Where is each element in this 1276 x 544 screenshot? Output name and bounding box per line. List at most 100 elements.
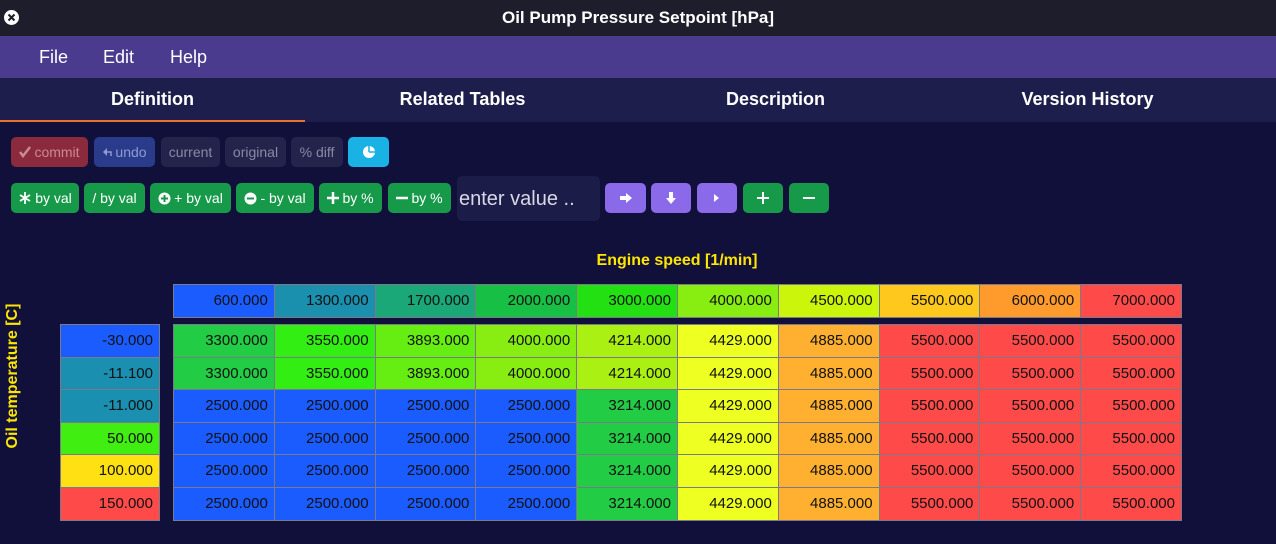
table-cell[interactable]: 5500.000 <box>878 389 981 423</box>
add-percent-button[interactable]: by % <box>319 183 382 213</box>
table-cell[interactable]: 5500.000 <box>1080 324 1182 358</box>
table-cell[interactable]: 3214.000 <box>576 454 678 488</box>
table-cell[interactable]: 2500.000 <box>374 487 477 521</box>
table-cell[interactable]: 4429.000 <box>677 421 779 456</box>
table-cell[interactable]: 2500.000 <box>475 389 578 423</box>
table-cell[interactable]: 2500.000 <box>374 454 477 488</box>
column-header[interactable]: 1700.000 <box>374 284 477 318</box>
commit-button[interactable]: commit <box>11 137 88 167</box>
table-cell[interactable]: 5500.000 <box>1080 454 1182 488</box>
row-header[interactable]: -11.000 <box>60 389 160 423</box>
row-header[interactable]: 50.000 <box>60 421 160 456</box>
table-cell[interactable]: 5500.000 <box>979 389 1082 423</box>
close-button[interactable] <box>3 9 20 26</box>
table-cell[interactable]: 5500.000 <box>979 454 1082 488</box>
table-cell[interactable]: 4429.000 <box>677 454 779 488</box>
table-cell[interactable]: 2500.000 <box>273 454 376 488</box>
menu-item[interactable]: File <box>39 47 69 67</box>
table-cell[interactable]: 5500.000 <box>1080 389 1182 423</box>
table-cell[interactable]: 4885.000 <box>777 356 880 391</box>
table-cell[interactable]: 2500.000 <box>273 421 376 456</box>
table-cell[interactable]: 5500.000 <box>1080 356 1182 391</box>
table-cell[interactable]: 4885.000 <box>777 324 880 358</box>
table-cell[interactable]: 3300.000 <box>173 324 275 358</box>
column-header[interactable]: 600.000 <box>173 284 275 318</box>
table-cell[interactable]: 4429.000 <box>677 487 779 521</box>
table-cell[interactable]: 4885.000 <box>777 487 880 521</box>
column-header[interactable]: 3000.000 <box>576 284 678 318</box>
table-cell[interactable]: 4214.000 <box>576 324 678 358</box>
row-header[interactable]: 100.000 <box>60 454 160 488</box>
chart-button[interactable] <box>348 137 389 167</box>
table-cell[interactable]: 5500.000 <box>1080 421 1182 456</box>
column-header[interactable]: 7000.000 <box>1080 284 1182 318</box>
tab[interactable]: Description <box>725 89 826 109</box>
table-cell[interactable]: 3300.000 <box>173 356 275 391</box>
table-cell[interactable]: 5500.000 <box>979 324 1082 358</box>
table-cell[interactable]: 2500.000 <box>173 389 275 423</box>
table-cell[interactable]: 4429.000 <box>677 389 779 423</box>
table-cell[interactable]: 4885.000 <box>777 389 880 423</box>
multiply-button[interactable]: by val <box>11 183 79 213</box>
table-cell[interactable]: 5500.000 <box>878 487 981 521</box>
table-cell[interactable]: 4885.000 <box>777 454 880 488</box>
table-cell[interactable]: 5500.000 <box>1080 487 1182 521</box>
table-cell[interactable]: 4000.000 <box>475 356 578 391</box>
table-cell[interactable]: 5500.000 <box>878 421 981 456</box>
subtract-button[interactable]: - by val <box>236 183 314 213</box>
undo-button[interactable]: undo <box>94 137 155 167</box>
subtract-percent-button[interactable]: by % <box>388 183 451 213</box>
table-cell[interactable]: 3214.000 <box>576 389 678 423</box>
table-cell[interactable]: 5500.000 <box>878 454 981 488</box>
table-cell[interactable]: 2500.000 <box>374 389 477 423</box>
table-cell[interactable]: 2500.000 <box>475 454 578 488</box>
current-button[interactable]: current <box>161 137 220 167</box>
row-header[interactable]: 150.000 <box>60 487 160 521</box>
menu-item[interactable]: Edit <box>103 47 135 67</box>
original-button[interactable]: original <box>225 137 286 167</box>
table-cell[interactable]: 5500.000 <box>878 356 981 391</box>
table-cell[interactable]: 4214.000 <box>576 356 678 391</box>
table-cell[interactable]: 2500.000 <box>173 421 275 456</box>
table-cell[interactable]: 5500.000 <box>878 324 981 358</box>
decrement-button[interactable] <box>789 183 829 213</box>
table-cell[interactable]: 2500.000 <box>374 421 477 456</box>
table-cell[interactable]: 2500.000 <box>173 487 275 521</box>
column-header[interactable]: 4500.000 <box>777 284 880 318</box>
table-cell[interactable]: 2500.000 <box>273 389 376 423</box>
table-cell[interactable]: 4429.000 <box>677 324 779 358</box>
interpolate-button[interactable] <box>697 183 737 213</box>
table-cell[interactable]: 2500.000 <box>273 487 376 521</box>
table-cell[interactable]: 4885.000 <box>777 421 880 456</box>
value-input[interactable]: enter value .. <box>457 176 600 221</box>
column-header[interactable]: 1300.000 <box>273 284 376 318</box>
menu-item[interactable]: Help <box>170 47 208 67</box>
table-cell[interactable]: 3214.000 <box>576 487 678 521</box>
fill-right-button[interactable] <box>605 183 646 213</box>
table-cell[interactable]: 2500.000 <box>475 421 578 456</box>
table-cell[interactable]: 3550.000 <box>273 324 376 358</box>
column-header[interactable]: 4000.000 <box>677 284 779 318</box>
tab[interactable]: Definition <box>0 78 305 122</box>
diff-button[interactable]: % diff <box>291 137 343 167</box>
table-cell[interactable]: 5500.000 <box>979 356 1082 391</box>
table-cell[interactable]: 2500.000 <box>475 487 578 521</box>
table-cell[interactable]: 4429.000 <box>677 356 779 391</box>
add-button[interactable]: + by val <box>150 183 231 213</box>
table-cell[interactable]: 3214.000 <box>576 421 678 456</box>
table-cell[interactable]: 3550.000 <box>273 356 376 391</box>
table-cell[interactable]: 2500.000 <box>173 454 275 488</box>
table-cell[interactable]: 3893.000 <box>374 324 477 358</box>
table-cell[interactable]: 3893.000 <box>374 356 477 391</box>
tab[interactable]: Related Tables <box>399 89 526 109</box>
row-header[interactable]: -30.000 <box>60 324 160 358</box>
table-cell[interactable]: 5500.000 <box>979 421 1082 456</box>
table-cell[interactable]: 4000.000 <box>475 324 578 358</box>
column-header[interactable]: 2000.000 <box>475 284 578 318</box>
column-header[interactable]: 5500.000 <box>878 284 981 318</box>
tab[interactable]: Version History <box>1021 89 1154 109</box>
column-header[interactable]: 6000.000 <box>979 284 1082 318</box>
divide-button[interactable]: / by val <box>84 183 145 213</box>
table-cell[interactable]: 5500.000 <box>979 487 1082 521</box>
fill-down-button[interactable] <box>651 183 691 213</box>
